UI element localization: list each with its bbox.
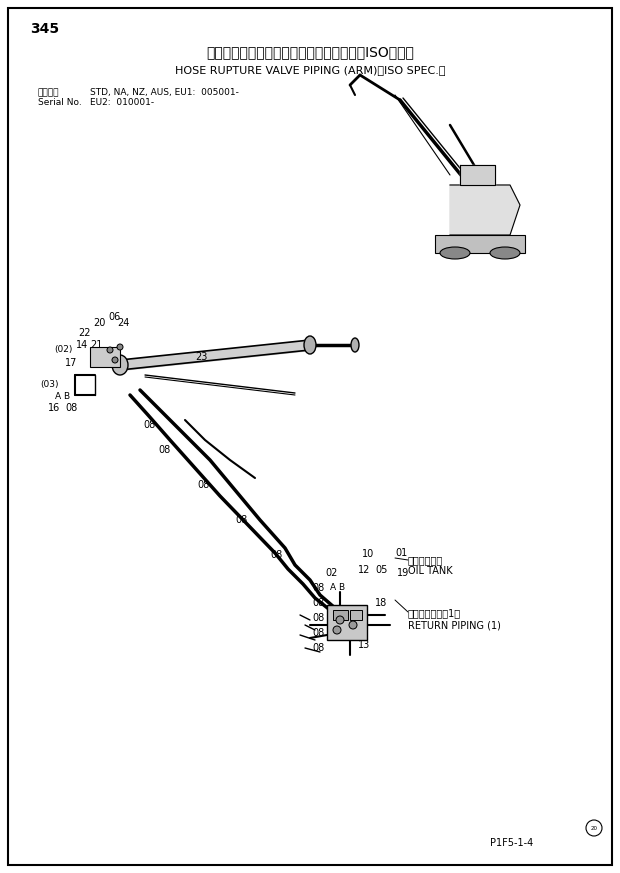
Text: B: B <box>63 392 69 401</box>
Bar <box>350 610 362 620</box>
Ellipse shape <box>112 355 128 375</box>
Text: P1F5-1-4: P1F5-1-4 <box>490 838 533 848</box>
Text: 21: 21 <box>90 340 102 350</box>
Text: 24: 24 <box>117 318 130 328</box>
Text: 08: 08 <box>312 628 324 638</box>
Text: Serial No.: Serial No. <box>38 98 82 107</box>
Text: オイルタンク: オイルタンク <box>408 555 443 565</box>
Text: 08: 08 <box>235 515 247 525</box>
Text: 22: 22 <box>78 328 91 338</box>
Text: リターン配管（1）: リターン配管（1） <box>408 608 461 618</box>
Text: 19: 19 <box>397 568 409 578</box>
Bar <box>333 610 348 620</box>
Text: ホースラプチャーバルブ配管（アーム）＜ISO仕様＞: ホースラプチャーバルブ配管（アーム）＜ISO仕様＞ <box>206 45 414 59</box>
Circle shape <box>336 616 344 624</box>
Ellipse shape <box>351 338 359 352</box>
Text: A: A <box>55 392 61 401</box>
Circle shape <box>112 357 118 363</box>
Text: 05: 05 <box>375 565 388 575</box>
Text: 08: 08 <box>143 420 155 430</box>
Text: 12: 12 <box>358 565 370 575</box>
Bar <box>90 347 120 367</box>
Text: (02): (02) <box>54 345 73 354</box>
Bar <box>435 235 525 253</box>
Text: 16: 16 <box>48 403 60 413</box>
Text: B: B <box>346 628 352 637</box>
Text: 08: 08 <box>312 643 324 653</box>
Text: 06: 06 <box>108 312 120 322</box>
Ellipse shape <box>440 247 470 259</box>
Text: OIL TANK: OIL TANK <box>408 566 453 576</box>
Text: 適用号機: 適用号機 <box>38 88 60 97</box>
Text: 345: 345 <box>30 22 59 36</box>
Text: STD, NA, NZ, AUS, EU1:  005001-: STD, NA, NZ, AUS, EU1: 005001- <box>90 88 239 97</box>
Text: 10: 10 <box>362 549 374 559</box>
Circle shape <box>349 621 357 629</box>
Text: 17: 17 <box>65 358 78 368</box>
Text: (16): (16) <box>335 612 355 622</box>
Text: 01: 01 <box>395 548 407 558</box>
Text: 02: 02 <box>325 568 337 578</box>
Text: A: A <box>330 583 336 592</box>
Text: 23: 23 <box>195 352 207 362</box>
Text: HOSE RUPTURE VALVE PIPING (ARM)＜ISO SPEC.＞: HOSE RUPTURE VALVE PIPING (ARM)＜ISO SPEC… <box>175 65 445 75</box>
Circle shape <box>117 344 123 350</box>
Text: 08: 08 <box>312 598 324 608</box>
Text: 20: 20 <box>93 318 105 328</box>
Polygon shape <box>460 165 495 185</box>
Text: 08: 08 <box>270 550 282 560</box>
Text: (03): (03) <box>40 380 58 389</box>
Text: 08: 08 <box>312 613 324 623</box>
Text: A: A <box>338 628 344 637</box>
Text: 08: 08 <box>197 480 210 490</box>
Text: 20: 20 <box>590 826 598 830</box>
Polygon shape <box>450 185 520 235</box>
Text: 08: 08 <box>158 445 170 455</box>
Text: RETURN PIPING (1): RETURN PIPING (1) <box>408 620 501 630</box>
Circle shape <box>333 626 341 634</box>
Circle shape <box>107 347 113 353</box>
Text: 18: 18 <box>375 598 388 608</box>
Text: EU2:  010001-: EU2: 010001- <box>90 98 154 107</box>
Ellipse shape <box>304 336 316 354</box>
Text: 13: 13 <box>358 640 370 650</box>
Ellipse shape <box>490 247 520 259</box>
Bar <box>327 605 367 640</box>
Text: 14: 14 <box>76 340 88 350</box>
Text: 08: 08 <box>312 583 324 593</box>
Text: 08: 08 <box>65 403 78 413</box>
Text: B: B <box>338 583 344 592</box>
